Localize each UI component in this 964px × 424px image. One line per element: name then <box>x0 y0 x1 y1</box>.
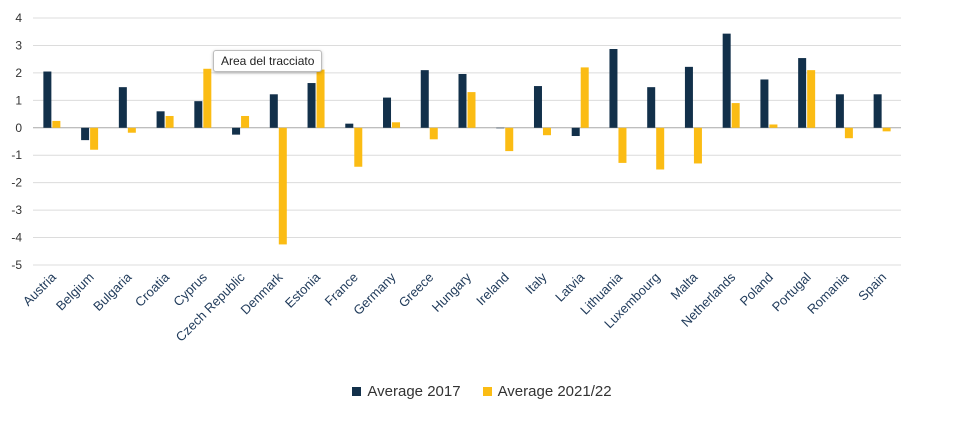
bar-2017-austria[interactable] <box>43 71 52 128</box>
bar-2021-22-spain[interactable] <box>882 127 891 132</box>
y-tick-label: -3 <box>11 203 22 217</box>
y-tick-label: -5 <box>11 258 22 272</box>
bar-2021-22-germany[interactable] <box>392 122 401 128</box>
bar-2017-italy[interactable] <box>533 86 542 128</box>
x-tick-label: Denmark <box>238 269 286 317</box>
bar-2017-denmark[interactable] <box>269 94 278 128</box>
x-tick-label: Romania <box>804 269 852 317</box>
bar-2021-22-estonia[interactable] <box>316 69 325 128</box>
bar-2021-22-belgium[interactable] <box>90 127 99 150</box>
x-axis-labels: AustriaBelgiumBulgariaCroatiaCyprusCzech… <box>20 269 889 345</box>
bar-2021-22-luxembourg[interactable] <box>656 127 665 170</box>
y-tick-label: -1 <box>11 148 22 162</box>
bar-2017-germany[interactable] <box>383 97 392 128</box>
bar-2017-poland[interactable] <box>760 79 769 128</box>
bar-2017-malta[interactable] <box>684 66 693 128</box>
bar-2021-22-croatia[interactable] <box>165 115 174 128</box>
bar-2021-22-greece[interactable] <box>429 127 438 140</box>
y-tick-label: -2 <box>11 176 22 190</box>
bar-2021-22-hungary[interactable] <box>467 92 476 128</box>
bar-2017-netherlands[interactable] <box>722 33 731 128</box>
x-tick-label: Hungary <box>429 269 475 315</box>
bar-2017-czech-republic[interactable] <box>232 127 241 135</box>
bar-2017-spain[interactable] <box>873 94 882 128</box>
bar-2021-22-austria[interactable] <box>52 120 61 128</box>
x-tick-label: Belgium <box>53 270 97 314</box>
grid-lines <box>33 17 901 266</box>
bar-2021-22-malta[interactable] <box>693 127 702 164</box>
x-tick-label: Ireland <box>473 270 512 309</box>
legend-swatch-series-2 <box>482 387 492 396</box>
plot-area-tooltip: Area del tracciato <box>213 50 323 72</box>
bar-2021-22-france[interactable] <box>354 127 363 167</box>
bar-2021-22-lithuania[interactable] <box>618 127 627 163</box>
y-tick-label: 1 <box>15 93 22 107</box>
bar-2021-22-romania[interactable] <box>844 127 853 139</box>
y-tick-label: 0 <box>15 121 22 135</box>
bar-2017-luxembourg[interactable] <box>647 87 656 128</box>
bar-2021-22-portugal[interactable] <box>807 70 816 128</box>
y-tick-label: 4 <box>15 11 22 25</box>
x-tick-label: Estonia <box>282 269 324 311</box>
bar-2021-22-czech-republic[interactable] <box>241 115 250 128</box>
bar-2021-22-italy[interactable] <box>542 127 551 136</box>
bar-2017-cyprus[interactable] <box>194 101 203 128</box>
x-tick-label: Spain <box>855 270 889 304</box>
bar-2017-bulgaria[interactable] <box>118 87 127 128</box>
x-tick-label: Malta <box>667 269 701 303</box>
bar-2017-hungary[interactable] <box>458 73 467 128</box>
bar-2021-22-poland[interactable] <box>769 124 778 128</box>
bar-2021-22-netherlands[interactable] <box>731 103 740 128</box>
y-axis-ticks: 4 3 2 1 0 -1 -2 -3 -4 -5 <box>11 11 22 272</box>
bar-2017-belgium[interactable] <box>81 127 90 141</box>
bars[interactable] <box>43 33 891 245</box>
x-tick-label: Germany <box>350 269 399 318</box>
bar-2021-22-bulgaria[interactable] <box>127 127 136 133</box>
legend: Average 2017 Average 2021/22 <box>0 383 964 400</box>
x-tick-label: Croatia <box>132 269 173 310</box>
legend-label-series-1: Average 2017 <box>367 383 461 400</box>
bar-2017-estonia[interactable] <box>307 83 316 128</box>
bar-2017-france[interactable] <box>345 123 354 128</box>
bar-2021-22-latvia[interactable] <box>580 67 589 128</box>
bar-2017-latvia[interactable] <box>571 127 580 137</box>
bar-2017-lithuania[interactable] <box>609 49 618 128</box>
x-tick-label: Italy <box>522 269 550 297</box>
x-tick-label: Bulgaria <box>90 269 135 314</box>
bar-2017-portugal[interactable] <box>798 58 807 128</box>
legend-swatch-series-1 <box>352 387 362 396</box>
y-tick-label: 3 <box>15 38 22 52</box>
legend-label-series-2: Average 2021/22 <box>497 383 612 400</box>
y-tick-label: 2 <box>15 66 22 80</box>
bar-2021-22-cyprus[interactable] <box>203 68 212 128</box>
bar-2017-croatia[interactable] <box>156 111 165 128</box>
x-tick-label: Latvia <box>552 269 588 305</box>
bar-2021-22-denmark[interactable] <box>278 127 287 245</box>
legend-item-series-2[interactable]: Average 2021/22 <box>482 383 612 400</box>
bar-2017-romania[interactable] <box>835 94 844 128</box>
legend-item-series-1[interactable]: Average 2017 <box>352 383 461 400</box>
y-tick-label: -4 <box>11 231 22 245</box>
bar-2021-22-ireland[interactable] <box>505 127 514 152</box>
bar-2017-greece[interactable] <box>420 70 429 128</box>
